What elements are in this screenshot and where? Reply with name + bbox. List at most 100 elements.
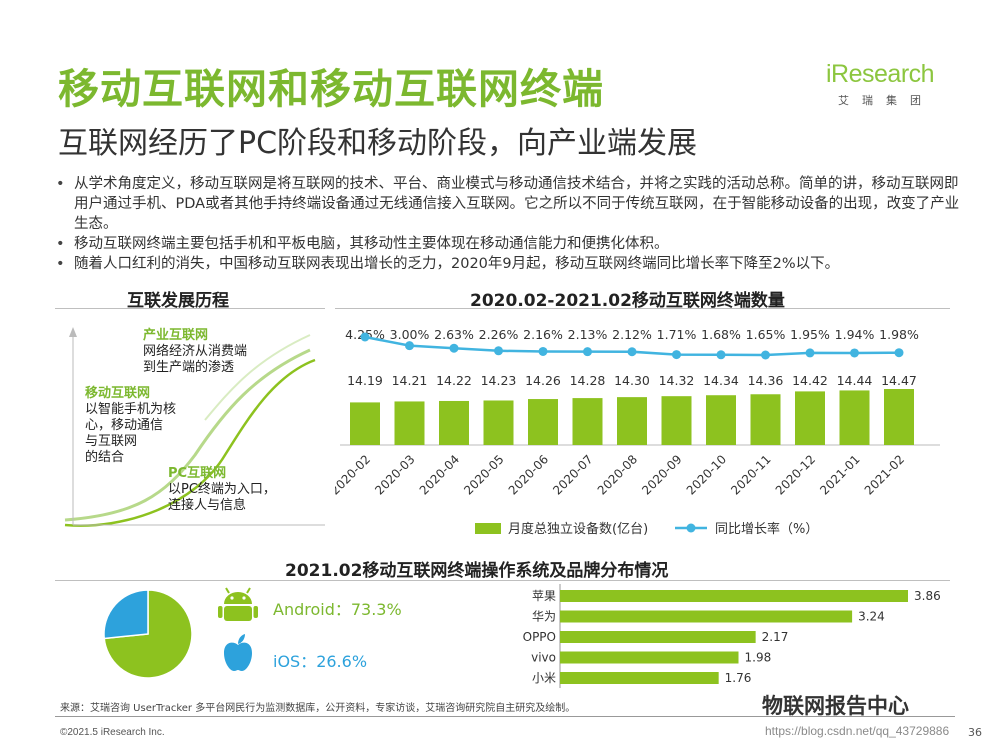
footer-divider	[55, 716, 955, 717]
bullet-item: 从学术角度定义，移动互联网是将互联网的技术、平台、商业模式与移动通信技术结合，并…	[50, 174, 960, 234]
x-tick-label: 2020-02	[335, 452, 373, 497]
legend-bar-swatch	[475, 523, 501, 534]
brand-bar	[560, 651, 739, 664]
pie-slice-ios	[103, 589, 149, 640]
growth-point	[805, 348, 815, 358]
iresearch-logo: iResearch 艾瑞集团	[826, 60, 946, 120]
bar-value-label: 14.26	[525, 373, 561, 388]
bar	[706, 395, 736, 445]
brand-bar	[560, 610, 853, 623]
stage-desc: 连接人与信息	[168, 498, 247, 513]
growth-rate-label: 2.63%	[434, 327, 474, 342]
x-tick-label: 2021-02	[862, 452, 907, 497]
bar	[617, 397, 647, 445]
android-label: Android：73.3%	[273, 600, 402, 619]
device-chart-title: 2020.02-2021.02移动互联网终端数量	[470, 291, 785, 311]
stage-name: PC互联网	[168, 466, 227, 481]
bar-value-label: 14.47	[881, 373, 917, 388]
legend-line-label: 同比增长率（%）	[715, 521, 818, 537]
bar-value-label: 14.34	[703, 373, 739, 388]
bar-value-label: 14.23	[481, 373, 517, 388]
brand-value-label: 2.17	[762, 630, 789, 644]
growth-rate-label: 1.71%	[657, 327, 697, 342]
growth-rate-label: 1.95%	[790, 327, 830, 342]
brand-label: 苹果	[532, 589, 556, 603]
bar-value-label: 14.19	[347, 373, 383, 388]
device-count-chart: 14.194.25%2020-0214.213.00%2020-0314.222…	[335, 327, 940, 537]
x-tick-label: 2020-04	[417, 452, 462, 497]
bar	[350, 402, 380, 445]
growth-point	[449, 343, 459, 353]
growth-point	[360, 332, 370, 342]
growth-point	[494, 346, 503, 356]
growth-point	[627, 347, 637, 357]
bar	[439, 400, 469, 445]
brand-label: 小米	[532, 671, 556, 685]
growth-point	[538, 346, 548, 356]
growth-rate-label: 2.13%	[568, 327, 608, 342]
growth-curve-c	[204, 334, 311, 421]
growth-point	[716, 350, 726, 360]
stage-pc: PC互联网 以PC终端为入口， 连接人与信息	[168, 466, 276, 514]
x-tick-label: 2020-08	[595, 452, 640, 497]
bar	[394, 401, 425, 445]
bar-value-label: 14.42	[792, 373, 828, 388]
os-chart-title: 2021.02移动互联网终端操作系统及品牌分布情况	[285, 561, 669, 581]
legend-bar-label: 月度总独立设备数(亿台)	[508, 521, 648, 537]
brand-label: 华为	[532, 610, 556, 624]
stage-name: 产业互联网	[143, 328, 209, 343]
bar	[795, 391, 825, 445]
growth-rate-label: 2.12%	[612, 327, 652, 342]
x-tick-label: 2020-05	[461, 452, 506, 497]
bar	[661, 396, 692, 445]
x-tick-label: 2020-03	[372, 452, 417, 497]
x-tick-label: 2020-06	[506, 452, 551, 497]
history-diagram	[64, 327, 325, 527]
x-tick-label: 2020-07	[550, 452, 595, 497]
stage-name: 移动互联网	[85, 386, 151, 401]
history-title: 互联发展历程	[127, 291, 229, 311]
brand-bar-chart: 苹果 3.86 华为 3.24 OPPO 2.17 vivo 1.98 小米 1.76	[523, 584, 941, 688]
x-tick-label: 2021-01	[817, 452, 862, 497]
stage-desc: 心，移动通信	[85, 418, 164, 433]
growth-rate-label: 1.98%	[879, 327, 919, 342]
history-divider	[55, 308, 325, 309]
brand-value-label: 1.76	[725, 671, 752, 685]
stage-desc: 与互联网	[85, 434, 138, 449]
os-pie-chart	[103, 589, 193, 679]
growth-point	[761, 350, 770, 360]
axis-y-arrow	[69, 327, 77, 337]
apple-icon	[224, 634, 252, 671]
android-icon	[218, 587, 258, 621]
page-subtitle: 互联网经历了PC阶段和移动阶段，向产业端发展	[58, 126, 698, 161]
os-chart-divider	[55, 580, 950, 581]
brand-value-label: 3.86	[914, 589, 941, 603]
bar-value-label: 14.36	[748, 373, 784, 388]
x-tick-label: 2020-11	[728, 452, 773, 497]
brand-bar	[560, 590, 908, 602]
growth-point	[894, 348, 904, 358]
growth-rate-label: 3.00%	[390, 327, 430, 342]
growth-rate-label: 2.16%	[523, 327, 563, 342]
brand-bar	[560, 631, 756, 643]
brand-bar	[560, 672, 719, 684]
growth-point	[405, 341, 414, 351]
bar-value-label: 14.30	[614, 373, 650, 388]
ios-label: iOS：26.6%	[273, 652, 368, 671]
x-tick-label: 2020-10	[684, 452, 729, 497]
watermark-url: https://blog.csdn.net/qq_43729886	[765, 724, 950, 738]
bar	[572, 398, 603, 445]
stage-desc: 以智能手机为核	[85, 402, 177, 417]
copyright: ©2021.5 iResearch Inc.	[60, 727, 165, 738]
stage-desc: 的结合	[85, 450, 125, 465]
x-tick-label: 2020-09	[639, 452, 684, 497]
bar	[884, 389, 914, 445]
bar	[483, 400, 514, 445]
bar-value-label: 14.44	[837, 373, 873, 388]
bar	[839, 390, 870, 445]
bar-value-label: 14.32	[659, 373, 695, 388]
bar-value-label: 14.28	[570, 373, 606, 388]
stage-desc: 网络经济从消费端	[143, 344, 248, 359]
x-tick-label: 2020-12	[773, 452, 818, 497]
source-note: 来源：艾瑞咨询 UserTracker 多平台网民行为监测数据库，公开资料，专家…	[60, 703, 576, 714]
